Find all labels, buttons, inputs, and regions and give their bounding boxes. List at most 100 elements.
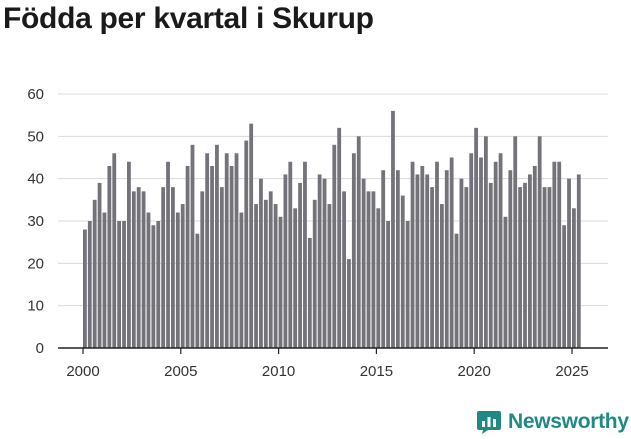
bar [146,212,151,348]
bar [312,199,317,348]
bar [483,136,488,348]
bar [493,161,498,348]
bar [464,187,469,348]
bar [557,161,562,348]
bar [205,153,210,348]
bar [112,153,117,348]
bar [400,195,405,348]
bar [97,182,102,348]
y-tick-label: 40 [27,171,44,188]
bar [229,165,234,348]
bar [244,140,249,348]
bar [239,212,244,348]
bar [259,178,263,348]
y-tick-label: 60 [27,86,44,103]
bar [219,187,224,348]
bar [303,161,307,348]
bar [215,144,219,348]
bar [200,191,205,348]
bar [523,182,527,348]
y-tick-label: 50 [27,128,44,145]
bar [532,165,537,348]
bar [547,187,552,348]
bar [366,191,371,348]
bar [395,170,400,348]
bar [234,153,239,348]
x-tick-label: 2000 [66,363,99,380]
chart-title: Födda per kvartal i Skurup [3,2,374,35]
bar [254,204,258,348]
bar [190,144,195,348]
bar [171,187,175,348]
bar [425,174,430,348]
bar [449,157,454,348]
bar [283,174,288,348]
x-tick-label: 2015 [360,363,393,380]
bar [518,187,523,348]
bar [332,144,337,348]
bar [92,199,97,348]
bar [102,212,107,348]
y-tick-label: 10 [27,298,44,315]
bar [469,153,474,348]
bar [459,178,464,348]
bar [552,161,557,348]
bar [249,123,254,348]
bar [503,216,508,348]
bar [420,165,425,348]
bar [327,204,332,348]
bar [224,153,229,348]
bar [268,191,273,348]
bar [439,204,444,348]
bar [513,136,518,348]
brand-name: Newsworthy [508,410,629,433]
bar [273,204,278,348]
bar [122,221,126,348]
bar [488,182,493,348]
bar [415,174,420,348]
bar [180,204,185,348]
bar [195,233,200,348]
bar [87,221,92,348]
newsworthy-logo[interactable]: Newsworthy [476,407,629,437]
bar [141,191,146,348]
x-tick-label: 2025 [555,363,588,380]
bar [293,208,298,348]
bar [376,208,381,348]
bar [156,221,161,348]
bar [391,110,395,349]
bar [479,157,483,348]
bar [337,127,342,349]
bar [562,225,567,348]
y-tick-label: 0 [36,340,44,357]
bar [166,161,170,348]
bar [361,178,366,348]
y-tick-label: 20 [27,255,44,272]
bar [136,187,141,348]
bar [127,161,131,348]
bar [474,127,479,349]
bar [185,165,190,348]
bar [278,216,283,348]
bar [542,187,547,348]
bar [298,182,302,348]
bar [322,178,327,348]
bar [307,237,312,348]
bar [342,191,346,348]
bar [347,259,351,348]
bar [454,233,459,348]
bar [107,165,112,348]
bar [527,174,532,348]
bar [131,191,136,348]
bar [288,161,293,348]
bar [430,187,434,348]
y-tick-label: 30 [27,213,44,230]
bar [117,221,122,348]
bar [572,208,576,348]
bar [317,174,322,348]
bar [351,153,356,348]
bar [356,136,361,348]
latest-value-label: 41 [575,0,592,4]
bar [210,165,214,348]
